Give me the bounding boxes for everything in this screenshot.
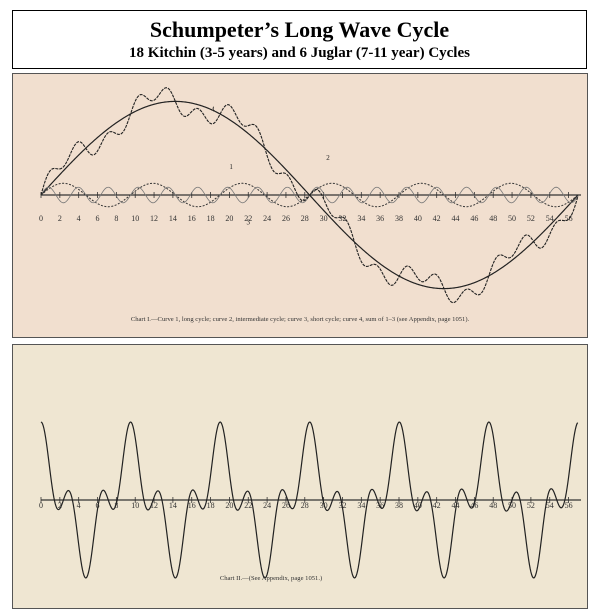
chart-2-caption: Chart II.—(See Appendix, page 1051.): [220, 575, 322, 582]
chart-1-tick-label: 24: [263, 214, 271, 223]
chart-1-tick-label: 0: [39, 214, 43, 223]
chart-2-tick-label: 14: [169, 501, 177, 510]
series-sum-line: [40, 421, 579, 579]
chart-1-tick-label: 44: [452, 214, 460, 223]
series-4-line: [40, 87, 579, 304]
chart-1-tick-label: 22: [244, 214, 252, 223]
chart-2-tick-label: 0: [39, 501, 43, 510]
chart-title: Schumpeter’s Long Wave Cycle: [149, 17, 450, 42]
chart-subtitle: 18 Kitchin (3-5 years) and 6 Juglar (7-1…: [129, 45, 470, 61]
chart-2-tick-label: 42: [433, 501, 441, 510]
chart-2-tick-label: 26: [282, 501, 290, 510]
chart-1-tick-label: 16: [188, 214, 196, 223]
chart-1-tick-label: 34: [357, 214, 365, 223]
chart-1-tick-label: 38: [395, 214, 403, 223]
chart-1-panel: 0 2 4 6 8 10 12 14 16 18 20 22 24 26 28 30 32 34 36 38 40 42 4…: [12, 73, 588, 338]
chart-2-tick-label: 10: [131, 501, 139, 510]
chart-2-tick-label: 22: [244, 501, 252, 510]
chart-2-tick-label: 56: [565, 501, 573, 510]
chart-1-tick-label: 8: [114, 214, 118, 223]
chart-1-tick-label: 10: [131, 214, 139, 223]
chart-1-tick-label: 54: [546, 214, 554, 223]
chart-2-tick-label: 46: [470, 501, 478, 510]
chart-2-tick-label: 12: [150, 501, 158, 510]
chart-2-tick-label: 40: [414, 501, 422, 510]
chart-2-tick-label: 54: [546, 501, 554, 510]
chart-1-tick-label: 2: [58, 214, 62, 223]
chart-1-tick-label: 14: [169, 214, 177, 223]
chart-2-tick-label: 30: [320, 501, 328, 510]
chart-1-caption: Chart I.—Curve 1, long cycle; curve 2, i…: [131, 316, 470, 323]
chart-1-tick-label: 50: [508, 214, 516, 223]
chart-2-tick-label: 4: [77, 501, 81, 510]
chart-2-tick-label: 8: [114, 501, 118, 510]
chart-2-tick-label: 36: [376, 501, 384, 510]
chart-2-tick-label: 20: [225, 501, 233, 510]
chart-1-tick-label: 42: [433, 214, 441, 223]
chart-1-tick-label: 20: [225, 214, 233, 223]
chart-2-tick-label: 24: [263, 501, 271, 510]
chart-1-tick-label: 48: [489, 214, 497, 223]
chart-1-tick-label: 18: [207, 214, 215, 223]
chart-1-tick-label: 30: [320, 214, 328, 223]
chart-2-tick-label: 44: [452, 501, 460, 510]
chart-1-tick-label: 6: [96, 214, 100, 223]
chart-1-tick-label: 46: [470, 214, 478, 223]
chart-2-tick-label: 28: [301, 501, 309, 510]
chart-1-tick-label: 56: [565, 214, 573, 223]
chart-1-tick-label: 36: [376, 214, 384, 223]
chart-1-tick-label: 40: [414, 214, 422, 223]
chart-2-tick-label: 16: [188, 501, 196, 510]
chart-2-tick-label: 50: [508, 501, 516, 510]
chart-1-tick-label: 26: [282, 214, 290, 223]
chart-2-tick-label: 34: [357, 501, 365, 510]
chart-1-tick-label: 4: [77, 214, 81, 223]
series-2-label: 2: [326, 154, 330, 162]
chart-2-tick-label: 18: [207, 501, 215, 510]
series-1-label: 1: [229, 163, 233, 171]
series-3-label: 3: [247, 218, 251, 226]
chart-2-tick-label: 2: [58, 501, 62, 510]
title-box: Schumpeter’s Long Wave Cycle 18 Kitchin …: [12, 10, 587, 69]
series-4-label: 4: [211, 105, 215, 113]
chart-2-tick-label: 38: [395, 501, 403, 510]
chart-1-tick-label: 52: [527, 214, 535, 223]
chart-2-tick-label: 48: [489, 501, 497, 510]
chart-1-tick-label: 12: [150, 214, 158, 223]
chart-2-tick-label: 52: [527, 501, 535, 510]
chart-1-tick-label: 32: [338, 214, 346, 223]
chart-2-panel: 0 2 4 6 8 10 12 14 16 18 20 22 24 26 28 30 32 34 36 38 40 42 4…: [12, 344, 588, 609]
chart-2: 0 2 4 6 8 10 12 14 16 18 20 22 24 26 28 30 32 34 36 38 40 42 4…: [39, 421, 581, 582]
chart-1: 0 2 4 6 8 10 12 14 16 18 20 22 24 26 28 30 32 34 36 38 40 42 4…: [39, 87, 581, 323]
chart-1-tick-label: 28: [301, 214, 309, 223]
